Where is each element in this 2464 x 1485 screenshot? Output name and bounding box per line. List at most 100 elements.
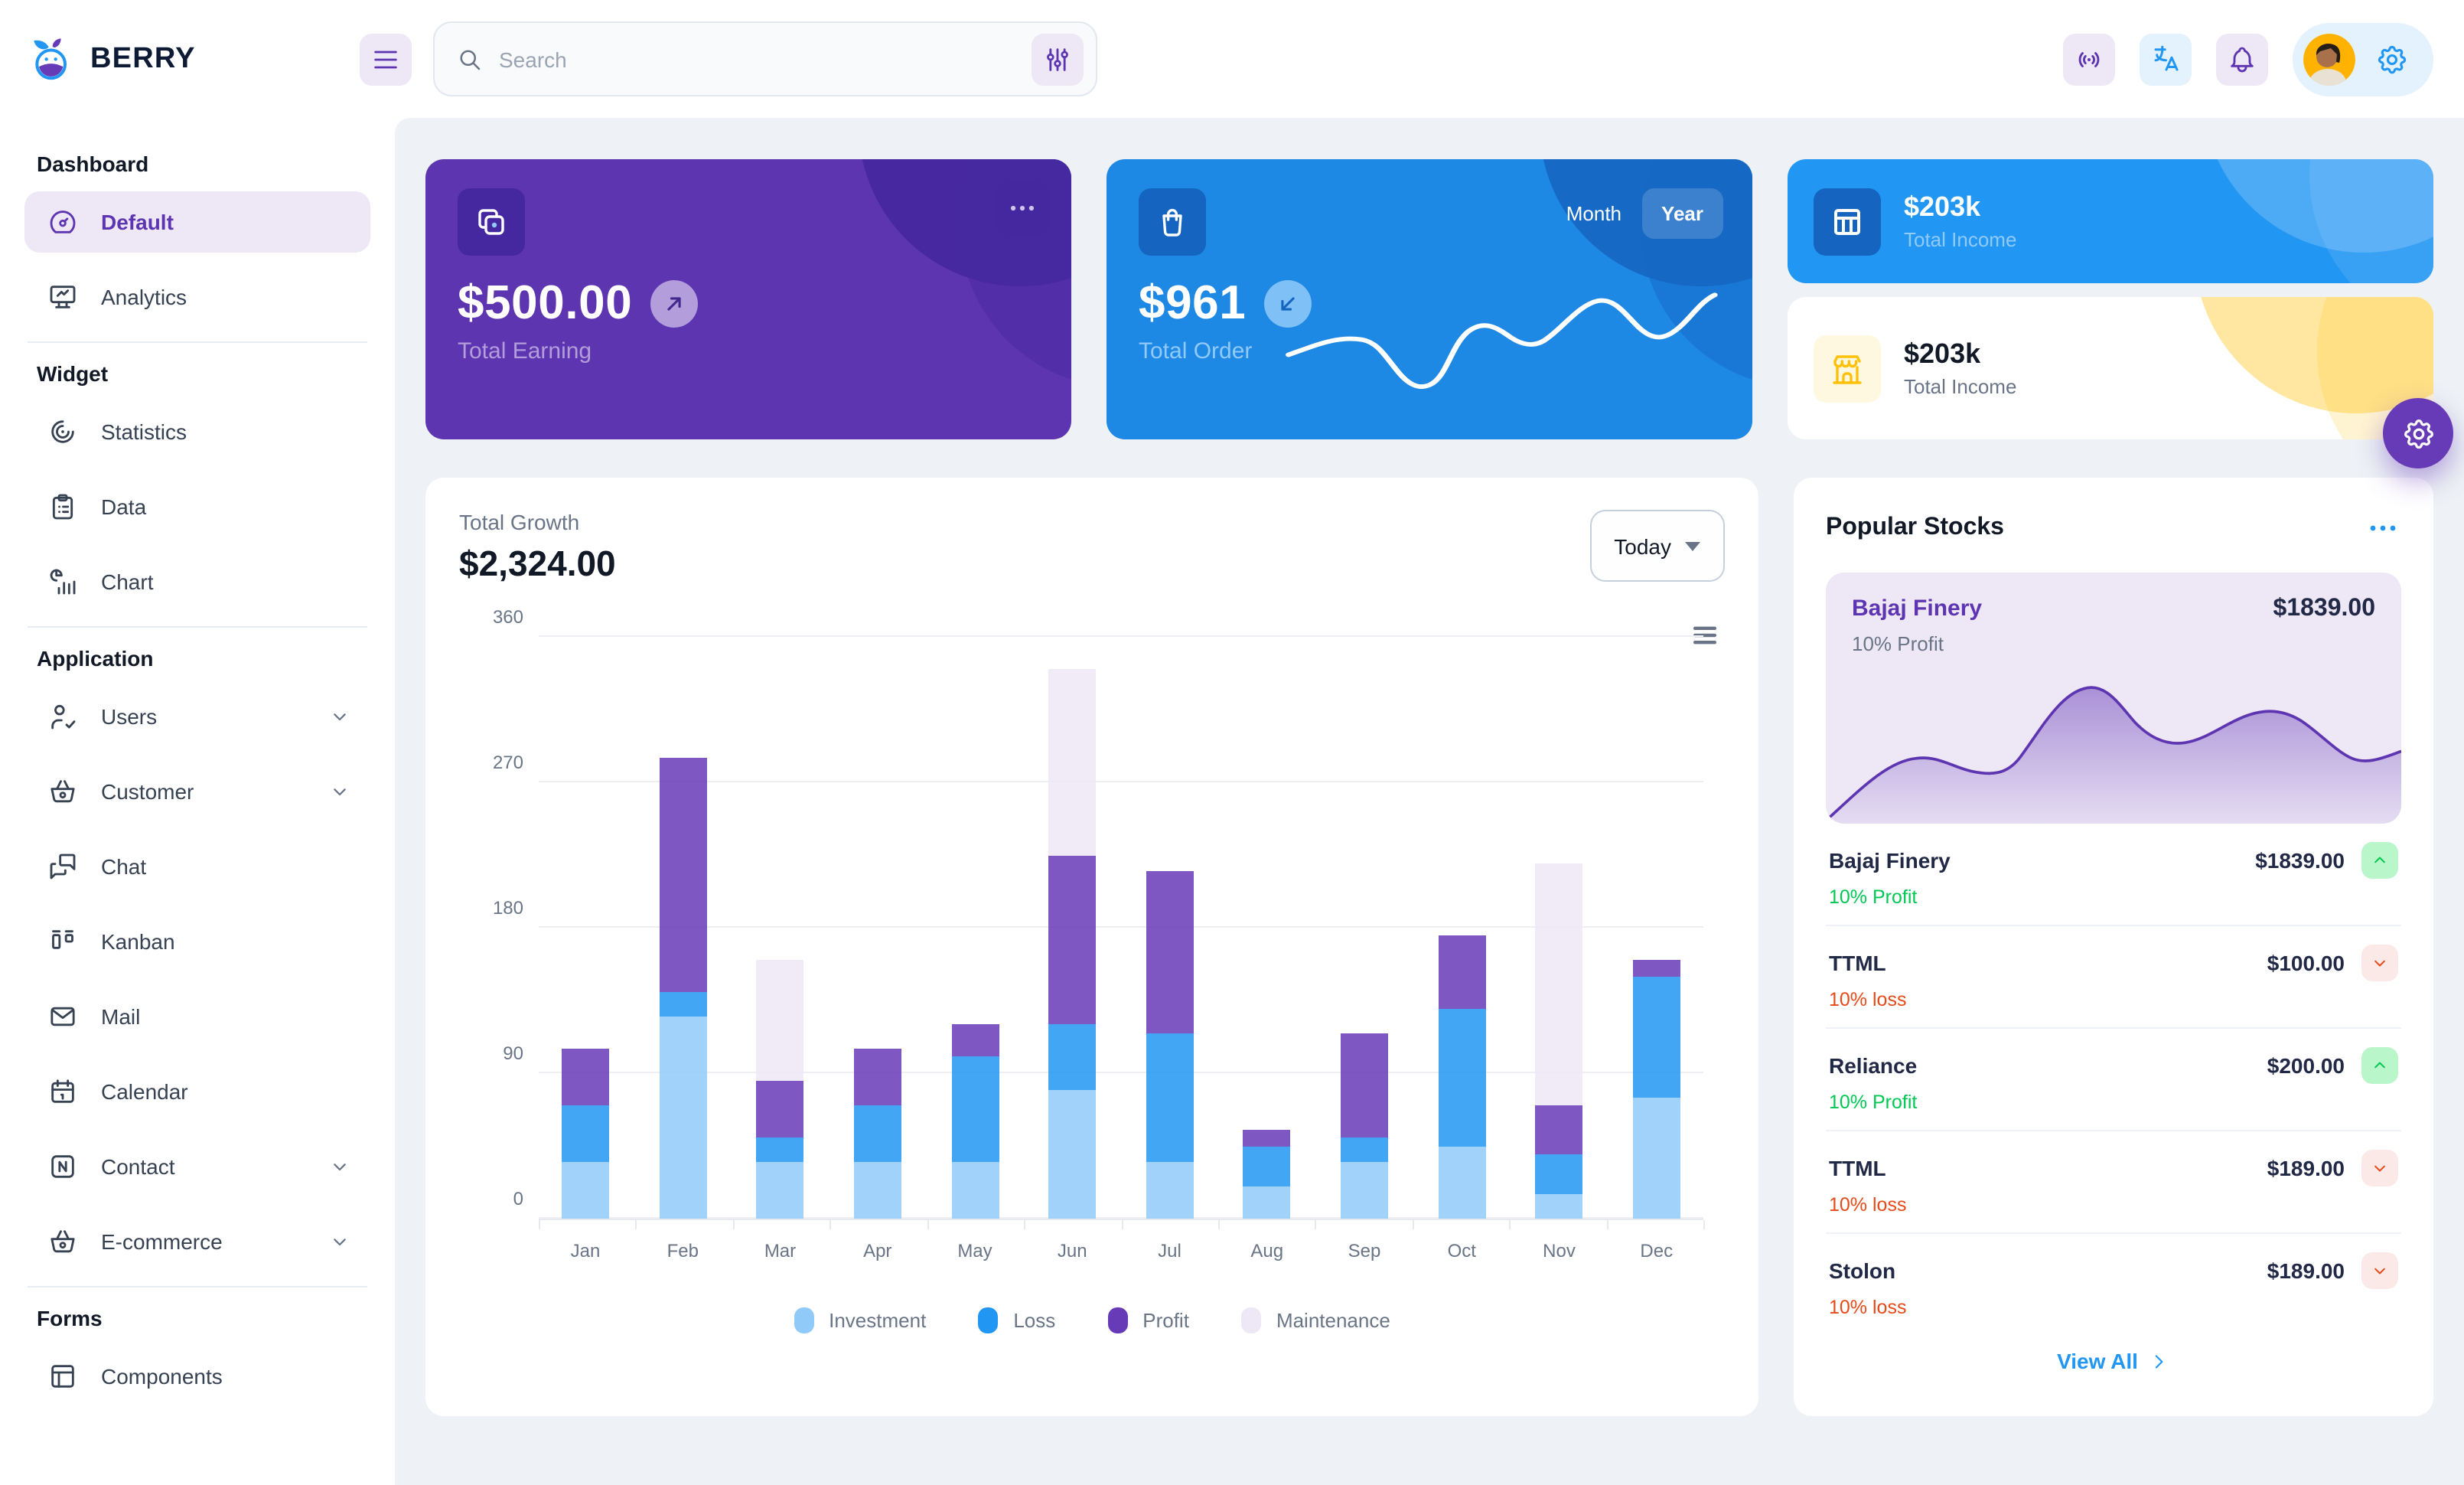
arcs-icon — [47, 416, 78, 447]
legend-item-loss[interactable]: Loss — [978, 1307, 1055, 1333]
bar-oct[interactable] — [1438, 935, 1486, 1219]
x-axis-label: Jun — [1057, 1240, 1087, 1261]
sidebar-item-mail[interactable]: Mail — [24, 986, 370, 1047]
growth-range-select[interactable]: Today — [1589, 510, 1725, 582]
y-axis-label: 360 — [492, 606, 523, 628]
sidebar-item-users[interactable]: Users — [24, 686, 370, 747]
bar-mar[interactable] — [756, 960, 804, 1219]
sidebar-item-calendar[interactable]: Calendar — [24, 1061, 370, 1122]
bar-nov[interactable] — [1535, 863, 1583, 1219]
bar-segment-investment — [562, 1162, 609, 1219]
total-order-label: Total Order — [1139, 338, 1253, 364]
sidebar-nav: Dashboard Default Analytics Widget Statistic… — [24, 152, 370, 1407]
bar-jan[interactable] — [562, 1049, 609, 1219]
sidebar-item-label: E-commerce — [101, 1229, 223, 1254]
bar-segment-investment — [1243, 1186, 1291, 1219]
stock-name: TTML — [1829, 951, 1886, 975]
total-order-card: Month Year $961 Total Order — [1107, 159, 1752, 439]
brand-logo[interactable]: BERRY — [31, 36, 360, 82]
sidebar-item-contact[interactable]: Contact — [24, 1136, 370, 1197]
sidebar-item-default[interactable]: Default — [24, 191, 370, 253]
search-filter-button[interactable] — [1032, 33, 1084, 85]
sidebar-item-label: Data — [101, 494, 147, 519]
bar-dec[interactable] — [1632, 960, 1680, 1219]
chevron-down-icon — [328, 1154, 352, 1179]
card-decoration — [2309, 159, 2433, 283]
chevron-down-badge[interactable] — [2361, 1252, 2398, 1289]
bar-jul[interactable] — [1146, 871, 1194, 1219]
legend-label: Investment — [829, 1309, 927, 1332]
bar-aug[interactable] — [1243, 1129, 1291, 1219]
arrow-down-left-badge — [1264, 279, 1312, 327]
notifications-button[interactable] — [2216, 33, 2268, 85]
bar-feb[interactable] — [659, 758, 707, 1219]
sidebar-item-statistics[interactable]: Statistics — [24, 401, 370, 462]
search-bar — [433, 21, 1097, 96]
bar-segment-maintenance — [756, 960, 804, 1082]
berry-logo-icon — [31, 36, 77, 82]
sidebar-item-analytics[interactable]: Analytics — [24, 266, 370, 328]
earning-card-menu-button[interactable] — [996, 182, 1048, 234]
sidebar-item-customer[interactable]: Customer — [24, 761, 370, 822]
bar-segment-loss — [1438, 1008, 1486, 1146]
year-toggle-button[interactable]: Year — [1641, 188, 1723, 239]
bar-may[interactable] — [951, 1024, 999, 1219]
sidebar-item-kanban[interactable]: Kanban — [24, 911, 370, 972]
bar-apr[interactable] — [853, 1049, 901, 1219]
sidebar-item-label: Users — [101, 704, 158, 729]
bar-jun[interactable] — [1048, 669, 1097, 1219]
translate-icon — [2149, 43, 2182, 75]
growth-value: $2,324.00 — [459, 543, 616, 583]
stock-change: 10% loss — [1829, 1194, 1907, 1216]
gear-icon — [2400, 416, 2436, 451]
app-header: BERRY — [0, 0, 2464, 118]
bar-sep[interactable] — [1341, 1033, 1388, 1219]
sidebar-item-components[interactable]: Components — [24, 1346, 370, 1407]
legend-swatch — [1107, 1307, 1128, 1333]
view-all-link[interactable]: View All — [1826, 1349, 2401, 1373]
box-icon — [47, 1361, 78, 1392]
bar-segment-investment — [1632, 1097, 1680, 1219]
income-light-value: $203k — [1904, 338, 1981, 369]
bar-segment-profit — [1438, 935, 1486, 1009]
profile-menu-button[interactable] — [2293, 22, 2433, 96]
sidebar: Dashboard Default Analytics Widget Statistic… — [0, 118, 395, 1485]
chevron-up-badge[interactable] — [2361, 842, 2398, 879]
chevron-down-badge[interactable] — [2361, 1150, 2398, 1186]
bar-segment-profit — [1535, 1105, 1583, 1154]
chevron-up-badge[interactable] — [2361, 1047, 2398, 1084]
stock-row-top: TTML $189.00 — [1829, 1150, 2398, 1186]
search-input[interactable] — [499, 47, 1016, 71]
language-button[interactable] — [2140, 33, 2192, 85]
bar-segment-investment — [659, 1017, 707, 1219]
stock-row-top: Stolon $189.00 — [1829, 1252, 2398, 1289]
sidebar-item-chart[interactable]: Chart — [24, 551, 370, 612]
axis-tick — [1315, 1220, 1317, 1229]
growth-range-value: Today — [1614, 534, 1671, 558]
hamburger-icon — [370, 44, 401, 74]
bar-segment-investment — [1438, 1146, 1486, 1219]
legend-item-maintenance[interactable]: Maintenance — [1240, 1307, 1390, 1333]
sidebar-item-data[interactable]: Data — [24, 476, 370, 537]
month-toggle-button[interactable]: Month — [1547, 188, 1641, 239]
live-customize-button[interactable] — [2063, 33, 2115, 85]
growth-chart-axis — [539, 1219, 1705, 1231]
stock-price: $189.00 — [2267, 1156, 2345, 1180]
sidebar-toggle-button[interactable] — [360, 33, 412, 85]
stocks-menu-button[interactable] — [2365, 510, 2401, 547]
sidebar-item-label: Contact — [101, 1154, 175, 1179]
sidebar-item-chat[interactable]: Chat — [24, 836, 370, 897]
axis-tick — [732, 1220, 735, 1229]
sidebar-section-title-widget: Widget — [37, 361, 109, 386]
bar-segment-investment — [853, 1162, 901, 1219]
x-axis-label: Sep — [1348, 1240, 1381, 1261]
sidebar-item-e-commerce[interactable]: E-commerce — [24, 1211, 370, 1272]
legend-item-profit[interactable]: Profit — [1107, 1307, 1189, 1333]
legend-item-investment[interactable]: Investment — [794, 1307, 926, 1333]
bar-segment-profit — [1146, 871, 1194, 1033]
income-blue-value: $203k — [1904, 191, 1981, 222]
customization-fab[interactable] — [2383, 398, 2453, 468]
chevron-down-badge[interactable] — [2361, 945, 2398, 981]
stocks-list: Bajaj Finery $1839.00 10% Profit TTML $100.0… — [1826, 824, 2401, 1335]
